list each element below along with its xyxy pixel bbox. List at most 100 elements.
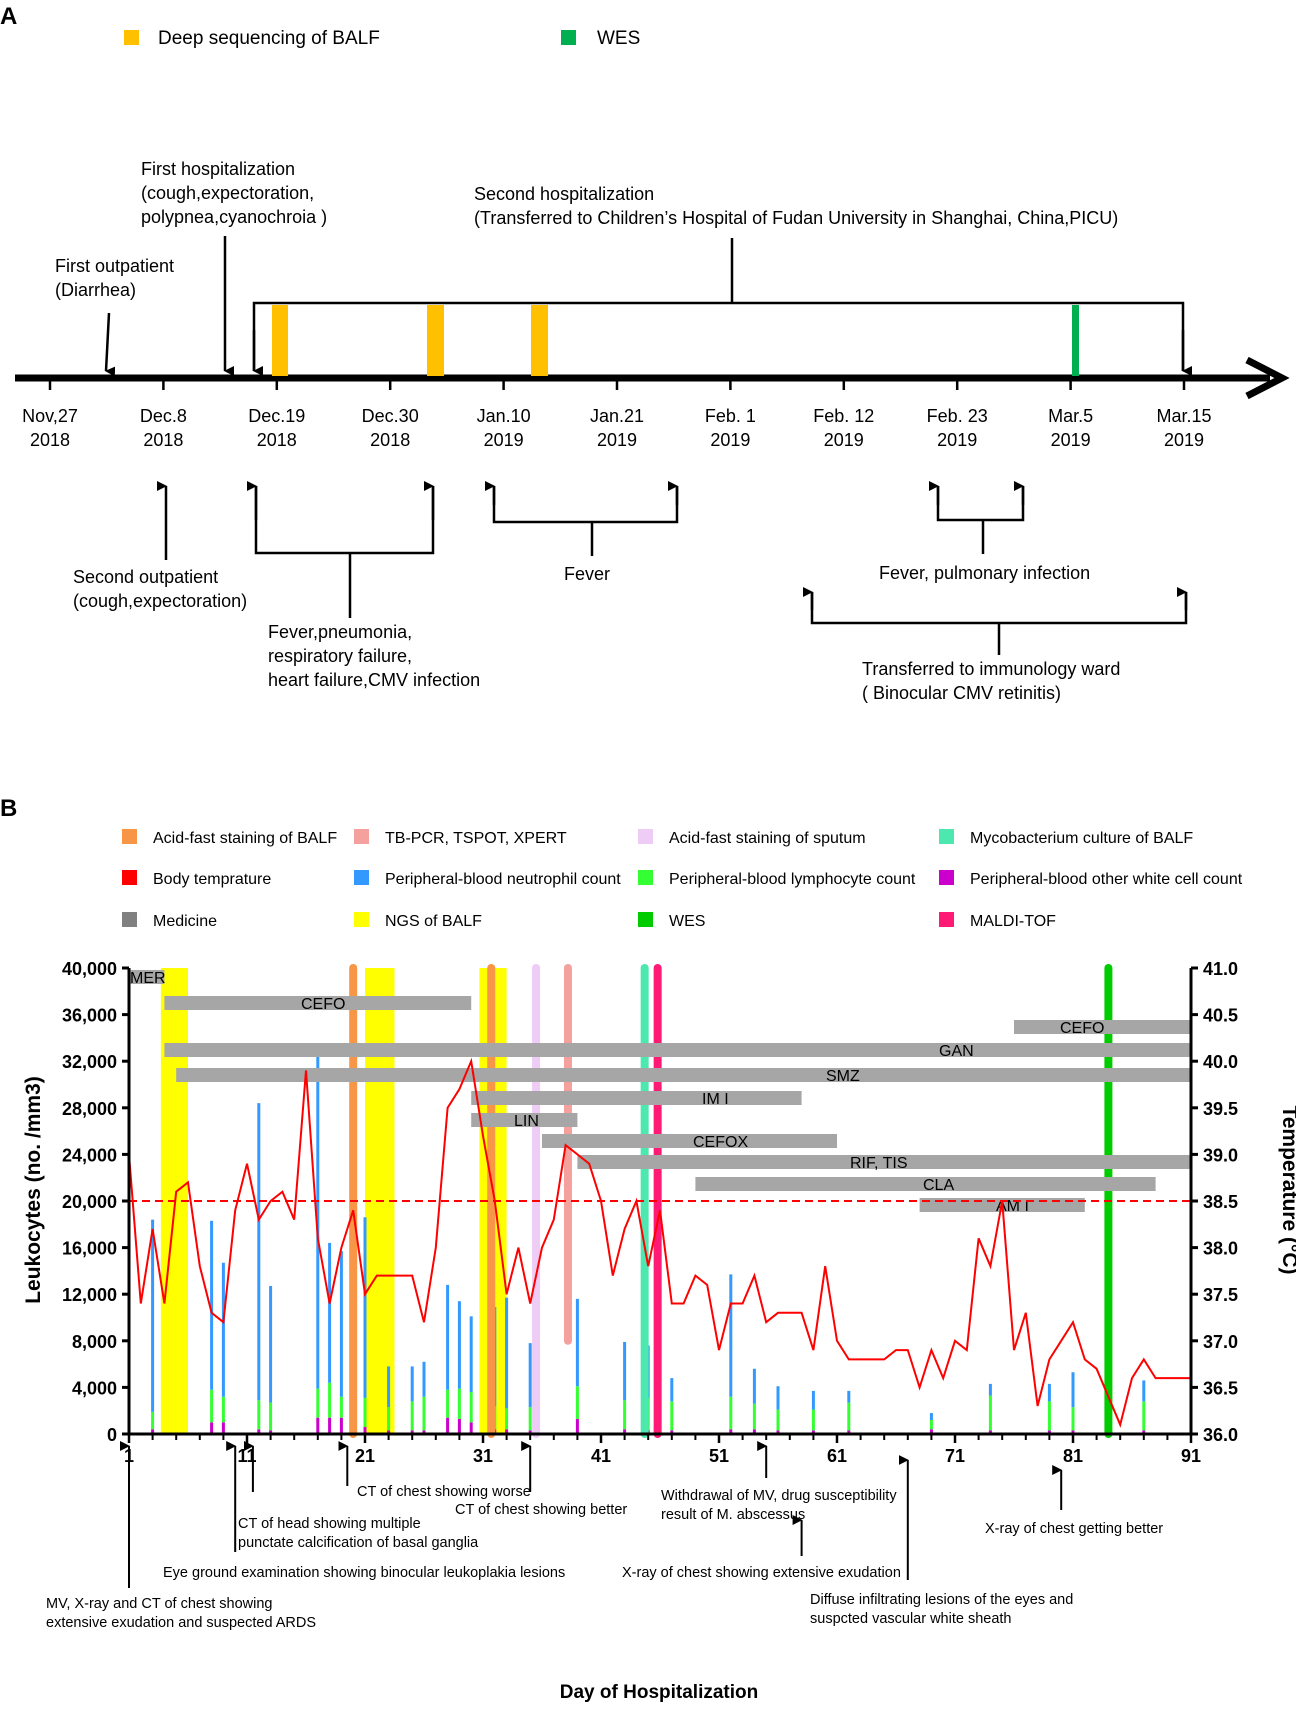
- date-label: Dec.8: [140, 406, 187, 426]
- legend-swatch: [939, 829, 954, 844]
- lymphocyte-bar: [623, 1400, 627, 1430]
- lymphocyte-bar: [269, 1402, 273, 1431]
- neutrophil-bar: [151, 1219, 155, 1412]
- date-label: Dec.30: [362, 406, 419, 426]
- y-tick-label: 28,000: [62, 1099, 117, 1119]
- fever-pneumonia-text: Fever,pneumonia, respiratory failure, he…: [268, 622, 480, 690]
- medicine-bar: [577, 1155, 1191, 1169]
- x-tick-label: 71: [945, 1446, 965, 1466]
- annotation-text: CT of chest showing better: [455, 1502, 627, 1518]
- neutrophil-bar: [457, 1301, 461, 1389]
- wes-bar-a: [1072, 305, 1079, 376]
- medicine-bar: [542, 1134, 837, 1148]
- other-wbc-bar: [1047, 1430, 1051, 1434]
- date-label: Jan.21: [590, 406, 644, 426]
- legend-label: Body temprature: [153, 871, 271, 888]
- legend-label: MALDI-TOF: [970, 913, 1056, 930]
- annotation-text: X-ray of chest getting better: [985, 1521, 1163, 1537]
- y-tick-label: 8,000: [72, 1332, 117, 1352]
- legend-swatch: [122, 870, 137, 885]
- legend-label: Medicine: [153, 913, 217, 930]
- x-tick-label: 81: [1063, 1446, 1083, 1466]
- neutrophil-bar: [339, 1251, 343, 1397]
- other-wbc-bar: [1142, 1430, 1146, 1434]
- x-tick-label: 21: [355, 1446, 375, 1466]
- y-tick-label: 4,000: [72, 1378, 117, 1398]
- neutrophil-bar: [363, 1217, 367, 1398]
- x-axis-label: Day of Hospitalization: [560, 1682, 758, 1703]
- first-outpatient-text: First outpatient (Diarrhea): [55, 256, 179, 300]
- lymphocyte-bar: [363, 1397, 367, 1428]
- legend-label: Acid-fast staining of BALF: [153, 830, 337, 847]
- y-tick-label: 20,000: [62, 1192, 117, 1212]
- y-tick-label: 32,000: [62, 1052, 117, 1072]
- date-label: Mar.5: [1048, 406, 1093, 426]
- legend-swatch: [939, 912, 954, 927]
- lymphocyte-bar: [776, 1409, 780, 1431]
- medicine-label: CEFO: [301, 996, 345, 1013]
- neutrophil-bar: [811, 1390, 815, 1410]
- chart-legend: Acid-fast staining of BALF TB-PCR, TSPOT,…: [122, 829, 1243, 930]
- neutrophil-bar: [752, 1368, 756, 1404]
- lymphocyte-bar: [847, 1402, 851, 1431]
- other-wbc-bar: [528, 1430, 532, 1434]
- neutrophil-bar: [1071, 1372, 1075, 1408]
- y2-axis-label: Temperature (°C): [1278, 1105, 1296, 1274]
- x-tick-label: 11: [237, 1446, 256, 1466]
- lymphocyte-bar: [387, 1407, 391, 1431]
- y2-tick-label: 36.5: [1203, 1378, 1238, 1398]
- legend-label: Mycobacterium culture of BALF: [970, 830, 1193, 847]
- other-wbc-bar: [363, 1427, 367, 1434]
- date-year: 2018: [370, 430, 410, 450]
- y2-tick-label: 38.5: [1203, 1192, 1238, 1212]
- other-wbc-bar: [221, 1422, 225, 1434]
- y2-tick-label: 36.0: [1203, 1425, 1238, 1445]
- lymphocyte-bar: [575, 1386, 579, 1419]
- neutrophil-bar: [776, 1386, 780, 1410]
- medicine-bar: [695, 1177, 1156, 1191]
- legend-label: Peripheral-blood neutrophil count: [385, 871, 621, 888]
- neutrophil-bar: [847, 1390, 851, 1403]
- legend-label: Acid-fast staining of sputum: [669, 830, 866, 847]
- second-hospitalization-text: Second hospitalization (Transferred to C…: [474, 184, 1118, 228]
- lymphocyte-bar: [752, 1403, 756, 1430]
- lymphocyte-bar: [1142, 1401, 1146, 1431]
- neutrophil-bar: [316, 1044, 320, 1389]
- date-year: 2018: [30, 430, 70, 450]
- other-wbc-bar: [988, 1430, 992, 1434]
- annotation-text: X-ray of chest showing extensive exudati…: [622, 1565, 901, 1581]
- lymphocyte-bar: [446, 1389, 450, 1418]
- lymphocyte-bar: [729, 1396, 733, 1430]
- neutrophil-bar: [387, 1366, 391, 1408]
- neutrophil-bar: [528, 1343, 532, 1408]
- neutrophil-bar: [328, 1242, 332, 1383]
- lymphocyte-bar: [422, 1396, 426, 1431]
- fever-text: Fever: [564, 564, 610, 584]
- y-tick-label: 16,000: [62, 1239, 117, 1259]
- medicine-label: AM I: [996, 1198, 1029, 1215]
- second-outpatient-text: Second outpatient (cough,expectoration): [73, 567, 247, 611]
- legend-label: WES: [669, 913, 705, 930]
- annotation-text: Eye ground examination showing binocular…: [163, 1565, 565, 1581]
- neutrophil-bar: [469, 1316, 473, 1393]
- medicine-bar: [164, 1043, 1191, 1057]
- lymphocyte-bar: [505, 1408, 509, 1430]
- neutrophil-bar: [670, 1378, 674, 1402]
- legend-swatch: [354, 870, 369, 885]
- legend-swatch: [638, 870, 653, 885]
- y-tick-label: 24,000: [62, 1145, 117, 1165]
- other-wbc-bar: [151, 1429, 155, 1434]
- other-wbc-bar: [339, 1417, 343, 1434]
- other-wbc-bar: [752, 1429, 756, 1434]
- date-label: Jan.10: [477, 406, 531, 426]
- date-label: Nov,27: [22, 406, 78, 426]
- legend-swatch: [354, 912, 369, 927]
- y-axis-label: Leukocytes (no. /mm3): [22, 1076, 45, 1304]
- date-year: 2019: [1051, 430, 1091, 450]
- lymphocyte-bar: [469, 1392, 473, 1423]
- other-wbc-bar: [623, 1429, 627, 1434]
- legend-swatch: [638, 829, 653, 844]
- neutrophil-bar: [210, 1220, 214, 1390]
- date-year: 2019: [710, 430, 750, 450]
- deep-seq-bar: [427, 305, 444, 376]
